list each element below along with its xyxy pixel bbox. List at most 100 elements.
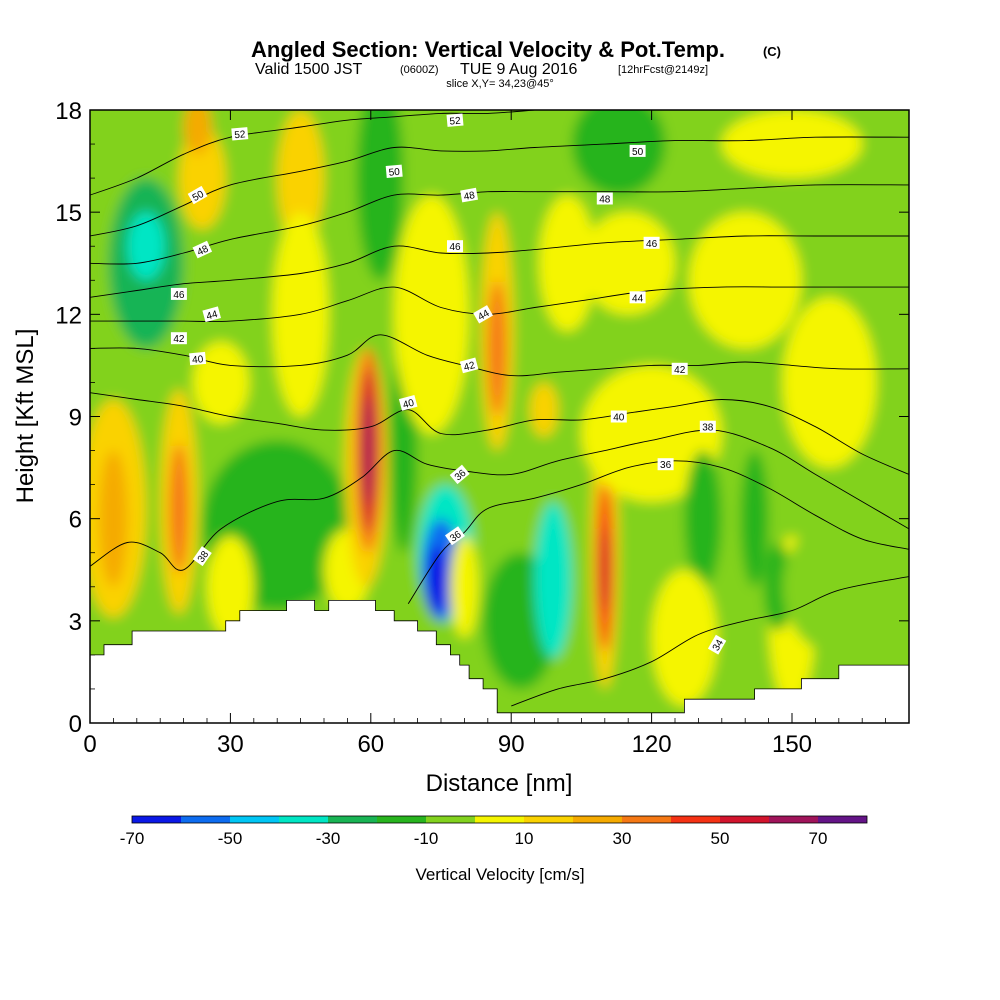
y-tick-label: 6 xyxy=(69,507,82,534)
colorbar-tick-label: 10 xyxy=(515,829,534,848)
x-axis: 0 30 60 90 120 150 xyxy=(83,110,886,758)
colorbar-swatch xyxy=(377,816,426,823)
chart-slice-info: slice X,Y= 34,23@45° xyxy=(446,78,554,90)
velocity-cell xyxy=(651,569,718,706)
colorbar-swatch xyxy=(426,816,475,823)
contour-label: 50 xyxy=(629,144,646,158)
contour-label-text: 38 xyxy=(702,423,714,434)
y-tick-label: 0 xyxy=(69,711,82,738)
chart-subtitle-forecast: [12hrFcst@2149z] xyxy=(618,64,708,76)
contour-label: 48 xyxy=(192,240,213,259)
velocity-cell xyxy=(581,212,675,315)
contour-label: 50 xyxy=(187,185,208,205)
colorbar-swatch xyxy=(524,816,573,823)
theta-contour-34 xyxy=(511,576,909,707)
velocity-cell xyxy=(600,528,610,611)
y-tick-label: 12 xyxy=(55,302,82,329)
colorbar-tick-label: -50 xyxy=(218,829,243,848)
contour-label-text: 42 xyxy=(173,334,185,345)
contour-label: 40 xyxy=(398,395,418,411)
contour-label: 52 xyxy=(231,127,249,141)
contour-label: 44 xyxy=(629,291,646,304)
contour-label-text: 46 xyxy=(449,242,461,253)
velocity-cell xyxy=(183,110,212,155)
velocity-cell xyxy=(169,443,189,574)
contour-label-text: 52 xyxy=(234,129,246,141)
contour-label: 46 xyxy=(170,287,187,301)
colorbar-tick-label: 30 xyxy=(613,829,632,848)
y-tick-label: 3 xyxy=(69,609,82,636)
contour-label-text: 48 xyxy=(196,243,211,258)
velocity-cell xyxy=(487,280,507,417)
colorbar-swatch xyxy=(475,816,524,823)
velocity-cell xyxy=(782,297,877,468)
contour-label: 44 xyxy=(202,306,221,323)
plot-area: 52 52 50 50 50 48 48 48 46 46 46 44 44 44 42 42 42 40 40 40… xyxy=(90,110,909,723)
contour-label-text: 48 xyxy=(599,195,611,206)
theta-contour-44 xyxy=(90,286,909,323)
chart-subtitle-zulu: (0600Z) xyxy=(400,64,439,76)
colorbar-label: Vertical Velocity [cm/s] xyxy=(415,865,584,884)
contour-label-text: 40 xyxy=(402,397,416,411)
contour-label: 42 xyxy=(671,362,688,376)
x-tick-label: 90 xyxy=(498,731,525,758)
colorbar-swatch xyxy=(132,816,181,823)
velocity-cell xyxy=(880,382,909,519)
colorbar-tick-label: -10 xyxy=(414,829,439,848)
velocity-cell xyxy=(277,110,324,247)
contour-label: 48 xyxy=(460,187,479,203)
y-tick-label: 9 xyxy=(69,405,82,432)
velocity-cell xyxy=(192,341,250,424)
contour-label-text: 42 xyxy=(674,365,686,376)
contour-label: 36 xyxy=(445,526,465,546)
velocity-cell xyxy=(356,110,404,281)
colorbar-swatch xyxy=(328,816,377,823)
colorbar-swatch xyxy=(671,816,720,823)
velocity-field xyxy=(90,110,909,723)
contour-label: 46 xyxy=(643,236,660,250)
contour-label: 50 xyxy=(385,164,403,179)
contour-label-text: 50 xyxy=(191,189,207,204)
colorbar-swatch xyxy=(622,816,671,823)
colorbar-swatch xyxy=(573,816,622,823)
contour-label: 42 xyxy=(170,332,187,345)
colorbar-swatch xyxy=(769,816,818,823)
velocity-cell xyxy=(178,127,226,230)
theta-contour-38 xyxy=(90,429,909,571)
contour-label-text: 36 xyxy=(660,460,672,471)
colorbar-tick-label: 50 xyxy=(711,829,730,848)
chart-subtitle-valid: Valid 1500 JST xyxy=(255,61,363,78)
chart-title: Angled Section: Vertical Velocity & Pot.… xyxy=(251,37,725,62)
contour-label-text: 44 xyxy=(205,309,219,323)
velocity-cell xyxy=(394,195,470,434)
velocity-cell xyxy=(581,365,722,502)
velocity-cell xyxy=(424,545,449,615)
contour-label: 36 xyxy=(657,458,674,471)
contour-label-text: 44 xyxy=(632,293,644,304)
velocity-cell xyxy=(99,450,128,587)
contour-label: 40 xyxy=(189,351,207,366)
colorbar-swatch xyxy=(818,816,867,823)
colorbar-tick-label: 70 xyxy=(809,829,828,848)
colorbar-tick-label: -30 xyxy=(316,829,341,848)
theta-contour-36 xyxy=(407,460,909,605)
colorbar-frame xyxy=(131,815,868,824)
contour-label-text: 46 xyxy=(173,290,185,301)
terrain-mask xyxy=(90,600,909,723)
contour-label-text: 46 xyxy=(646,239,658,250)
velocity-cell xyxy=(782,518,895,655)
theta-contour-42 xyxy=(90,334,909,377)
x-tick-label: 0 xyxy=(83,731,96,758)
velocity-cell xyxy=(721,110,863,179)
x-tick-label: 120 xyxy=(632,731,672,758)
chart-title-units: (C) xyxy=(763,44,781,59)
contour-label: 46 xyxy=(447,240,463,253)
contour-label: 40 xyxy=(610,410,627,424)
contour-label: 34 xyxy=(707,634,727,655)
contour-label-text: 50 xyxy=(632,147,644,158)
theta-contour-40 xyxy=(90,392,909,475)
x-tick-label: 30 xyxy=(217,731,244,758)
velocity-cell xyxy=(539,195,596,332)
contour-label: 42 xyxy=(459,357,479,374)
